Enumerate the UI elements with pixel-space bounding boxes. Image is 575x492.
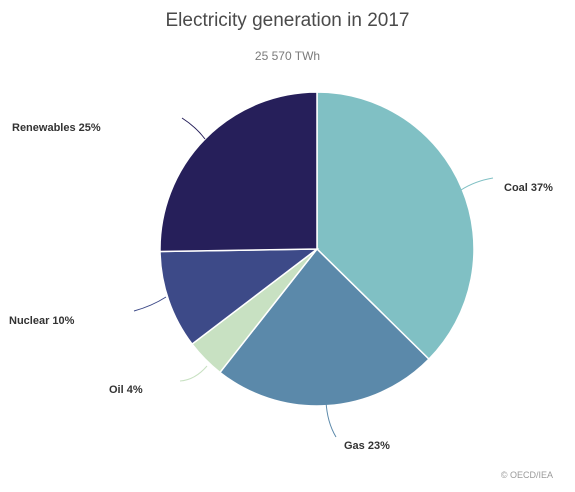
- slice-label-nuclear: Nuclear 10%: [9, 315, 75, 327]
- chart-subtitle: 25 570 TWh: [254, 49, 321, 63]
- leader-line-renewables: [181, 117, 206, 140]
- pie-slice-renewables: [159, 91, 318, 253]
- slice-label-oil: Oil 4%: [109, 384, 143, 396]
- chart-title: Electricity generation in 2017: [165, 10, 410, 31]
- leader-line-nuclear: [133, 296, 167, 312]
- slice-label-coal: Coal 37%: [504, 182, 553, 194]
- pie-slice-coal: [316, 91, 475, 361]
- slice-label-gas: Gas 23%: [344, 440, 390, 452]
- leader-line-gas: [325, 400, 337, 438]
- slice-label-renewables: Renewables 25%: [12, 122, 101, 134]
- leader-line-coal: [460, 177, 494, 191]
- leader-line-oil: [179, 365, 208, 382]
- copyright-credit: © OECD/IEA: [500, 470, 553, 480]
- pie-slice-nuclear: [159, 248, 320, 346]
- pie-slice-gas: [218, 247, 430, 407]
